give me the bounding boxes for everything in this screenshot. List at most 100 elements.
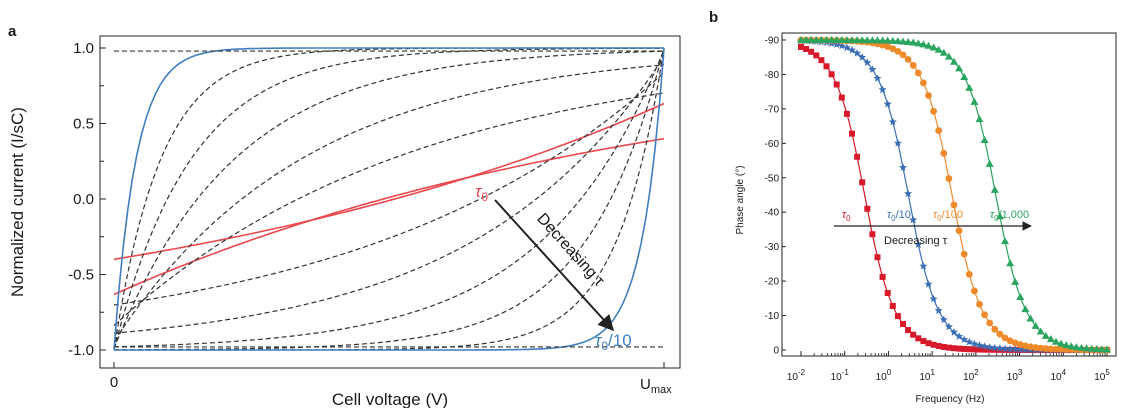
panel-b-point [854,153,861,160]
panel-b-point [822,36,831,44]
panel-b-point [884,43,892,51]
panel-b-point [864,205,871,212]
panel-b-series-0 [798,43,1110,353]
panel-b-label-tau1000-suffix: /1,000 [999,209,1030,221]
panel-b-point [904,56,912,63]
panel-b-point [808,48,815,55]
panel-a-curve-charge-2 [113,64,665,342]
panel-b-label-tau0: τ0 [842,209,851,223]
panel-b-point [837,41,846,50]
panel-b-point [807,36,816,44]
panel-b-x-tick-label: 101 [919,368,935,383]
panel-b-x-ticks: 10-2 10-1 100 101 102 103 104 105 [787,351,1110,383]
panel-b-point [853,36,862,44]
panel-b-point [919,40,928,48]
panel-b-letter: b [709,9,718,26]
panel-b-point [884,290,891,297]
panel-b-point [1042,345,1050,352]
panel-b-point [1022,342,1029,350]
panel-b-y-tick-label: -60 [765,139,780,150]
panel-b-y-tick-label: -70 [765,104,780,115]
panel-b-point [858,36,867,44]
panel-b-point [944,52,953,60]
panel-b-label-tau0-sub: 0 [846,214,851,223]
panel-b-point [1077,343,1086,351]
panel-b-point [945,175,953,182]
panel-b-point [879,273,886,280]
panel-b-x-axis-title: Frequency (Hz) [916,394,985,405]
panel-b-label-tau10-main: τ [887,209,892,221]
panel-b-point [1036,327,1045,335]
panel-b-point [849,130,855,137]
panel-b-point [883,36,892,44]
panel-b-x-tick-label: 105 [1094,368,1110,383]
panel-b-point [859,179,866,186]
panel-b-point [1011,339,1019,347]
panel-b-point [893,139,902,147]
panel-b-point [950,328,958,336]
panel-b-point [996,330,1004,338]
panel-b-point [869,231,876,238]
panel-b-x-tick-base: 10 [919,372,931,383]
panel-a-tau10-label: τ0/10 [595,331,632,353]
panel-b-point [899,37,907,45]
panel-b-point [894,313,901,320]
panel-b-point [914,39,923,47]
panel-b-point [798,43,804,50]
panel-b-point [985,159,994,167]
panel-b-series [797,36,1111,354]
panel-b-point [920,338,927,345]
panel-a-y-tick-label: 0.5 [73,116,94,133]
panel-b-point [1026,314,1035,322]
panel-b-y-ticks: -90 -80 -70 -60 -50 -40 -30 -20 -10 0 [765,36,786,357]
panel-b-point [1052,337,1060,345]
panel-b-point [995,344,1004,352]
panel-b-point [930,107,937,115]
panel-a-curve-discharge-0 [113,102,665,261]
panel-b-point [955,64,964,72]
panel-b-point [1031,321,1040,329]
panel-b-x-tick-exp: 0 [887,368,892,377]
panel-b-point [950,201,958,209]
panel-a-tau0-label: τ0 [475,182,488,204]
panel-b-point [970,339,979,348]
panel-b-point [991,325,999,333]
panel-b-point [1001,344,1009,353]
panel-b-point [935,127,943,135]
panel-a-curve-charge-1 [113,92,665,326]
panel-a-y-tick-label: -0.5 [68,267,94,284]
panel-b-point [980,135,989,143]
panel-b-point [970,97,979,105]
panel-b-series-3 [797,36,1111,353]
panel-a-y-ticks: 1.0 0.5 0.0 -0.5 -1.0 [68,40,665,368]
panel-b-point [904,189,913,198]
panel-a: a 1.0 0.5 0.0 -0.5 -1.0 0 Umax Cell voltage … [8,23,681,408]
panel-b-point [813,52,820,59]
panel-b-point [848,45,856,54]
panel-b-point [945,344,952,351]
panel-b-point [981,346,988,353]
panel-a-curve-discharge-3 [113,49,665,348]
panel-a-curve-charge-0 [113,137,665,296]
panel-b-point [802,36,811,44]
panel-b-point [1097,345,1106,353]
panel-b-point [1082,344,1091,352]
panel-b-point [1016,293,1025,301]
panel-b-point [975,115,984,123]
panel-b-point [951,345,957,352]
panel-b-label-tau10: τ0/10 [887,209,911,223]
panel-b-point [935,343,942,350]
panel-b-point [924,41,933,49]
panel-b-y-tick-label: -50 [765,173,780,184]
panel-b-point [823,63,830,70]
panel-b-point [1072,343,1081,351]
panel-b-point [934,306,943,314]
panel-b-point [832,40,841,48]
panel-b-point [1001,334,1009,342]
panel-a-x-tick-umax-main: U [640,376,651,393]
panel-b-point [868,36,877,44]
panel-b-point [1006,344,1015,353]
panel-b-point [873,36,882,44]
panel-b-point [863,58,872,66]
